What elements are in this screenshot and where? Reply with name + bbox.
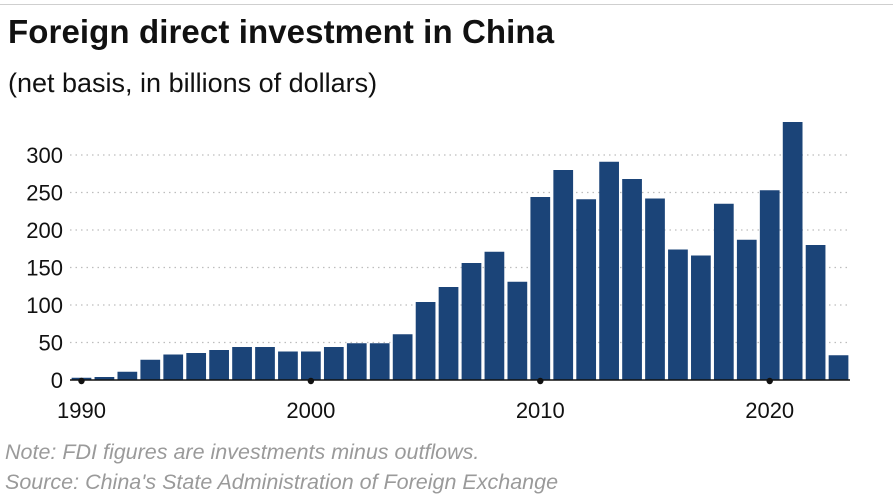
bar-1998 — [255, 347, 275, 380]
bar-2012 — [576, 199, 597, 380]
x-axis-ticks: 1990 2000 2010 2020 — [57, 377, 794, 423]
bar-2004 — [392, 334, 413, 380]
y-tick-label: 300 — [26, 143, 63, 168]
bar-2023 — [828, 355, 849, 380]
bar-2015 — [645, 198, 665, 380]
top-rule — [0, 4, 893, 5]
bar-2020 — [759, 190, 780, 380]
y-tick-label: 150 — [26, 256, 63, 281]
bar-1996 — [209, 350, 229, 380]
bar-2001 — [323, 347, 344, 380]
bar-1999 — [278, 351, 298, 380]
y-tick-label: 200 — [26, 218, 63, 243]
bar-2021 — [782, 122, 803, 380]
chart-note: Note: FDI figures are investments minus … — [5, 440, 480, 464]
bars — [71, 122, 849, 380]
bar-2005 — [415, 302, 436, 380]
chart-subtitle: (net basis, in billions of dollars) — [8, 68, 378, 98]
x-tick-mark-2020 — [766, 377, 773, 385]
bar-1994 — [163, 354, 184, 380]
bar-2018 — [713, 203, 734, 380]
bar-2014 — [622, 179, 642, 380]
bar-2000 — [301, 351, 321, 380]
y-tick-label: 250 — [26, 181, 63, 206]
bar-chart: 0 50 100 150 200 250 300 1990 2000 2010 2020 — [26, 122, 850, 423]
bar-1991 — [94, 377, 115, 380]
bar-2008 — [484, 251, 505, 380]
bar-1995 — [186, 353, 207, 380]
bar-2016 — [668, 249, 688, 380]
bar-1997 — [232, 347, 252, 380]
bar-1993 — [140, 359, 161, 380]
bar-2009 — [507, 281, 528, 380]
x-tick-label: 2010 — [516, 398, 565, 423]
bar-2013 — [599, 161, 619, 380]
bar-2006 — [438, 287, 459, 380]
x-tick-label: 1990 — [57, 398, 106, 423]
x-tick-mark-2000 — [307, 377, 315, 385]
bar-2017 — [691, 255, 711, 380]
x-tick-label: 2000 — [286, 398, 335, 423]
chart-source: Source: China's State Administration of … — [5, 470, 559, 494]
y-tick-label: 50 — [39, 331, 63, 356]
bar-2019 — [736, 239, 757, 380]
bar-2003 — [369, 343, 390, 380]
y-tick-label: 0 — [51, 368, 63, 393]
x-tick-mark-1990 — [78, 377, 85, 385]
bar-2022 — [805, 245, 826, 380]
x-tick-label: 2020 — [745, 398, 794, 423]
bar-2010 — [530, 197, 551, 380]
x-tick-mark-2010 — [537, 377, 544, 385]
chart-title: Foreign direct investment in China — [8, 13, 555, 50]
bar-2007 — [461, 263, 482, 380]
bar-2002 — [346, 343, 367, 380]
bar-1992 — [117, 371, 138, 380]
y-tick-label: 100 — [26, 293, 63, 318]
y-axis-ticks: 0 50 100 150 200 250 300 — [26, 143, 63, 393]
bar-2011 — [553, 170, 574, 380]
